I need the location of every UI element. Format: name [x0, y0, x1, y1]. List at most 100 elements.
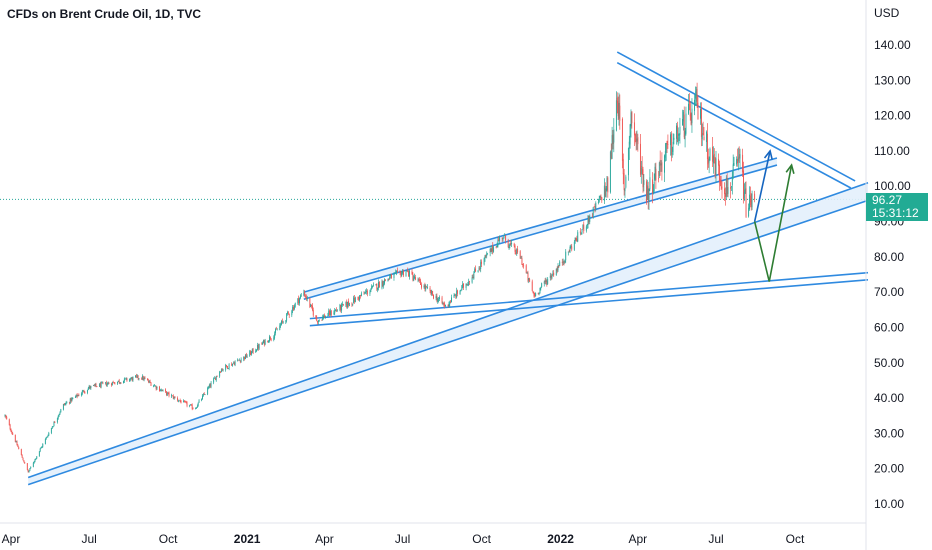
candle [360, 291, 362, 297]
candle [421, 282, 422, 290]
candle [38, 451, 40, 457]
candle [124, 378, 126, 380]
candle [549, 272, 551, 281]
candle [570, 244, 572, 249]
candle [177, 399, 179, 403]
candle [123, 377, 125, 383]
candle [185, 400, 187, 404]
candle [449, 300, 451, 307]
candle [623, 168, 625, 196]
candle [599, 195, 601, 201]
candle [407, 267, 409, 273]
candle [387, 278, 389, 282]
candle [14, 434, 16, 443]
candle [220, 368, 222, 373]
candle [226, 365, 228, 370]
candle [23, 459, 25, 463]
candle [233, 361, 235, 366]
candle [743, 183, 745, 202]
candle [579, 228, 581, 236]
candle [427, 284, 428, 290]
channel-line[interactable] [303, 164, 778, 300]
candle [402, 268, 404, 275]
candle [702, 121, 704, 136]
candle [10, 428, 12, 433]
time-tick-label: Jul [395, 532, 410, 546]
candle [76, 393, 78, 399]
candle [273, 335, 275, 342]
candle [262, 341, 264, 346]
candle [667, 134, 669, 149]
candle [558, 264, 560, 268]
candle [84, 391, 86, 394]
candle [748, 203, 750, 218]
candle [534, 292, 536, 298]
trend-line[interactable] [616, 61, 852, 189]
candle [33, 460, 35, 464]
blue-projection-arrow[interactable] [753, 150, 771, 222]
candle [47, 434, 49, 438]
candle [720, 175, 722, 190]
candle [252, 347, 254, 355]
candle [311, 304, 312, 309]
candle [263, 339, 264, 344]
candle [309, 297, 311, 309]
candle [594, 203, 596, 213]
candle [94, 383, 96, 387]
candle [571, 243, 573, 252]
candle [568, 249, 570, 253]
candle [329, 308, 331, 317]
candle [60, 408, 62, 413]
candle [708, 156, 710, 174]
price-tick-label: 60.00 [874, 320, 904, 334]
candle [129, 377, 131, 382]
candle [664, 142, 666, 162]
candle [432, 291, 434, 296]
candle [694, 86, 696, 107]
candle [209, 383, 211, 388]
candle [528, 277, 530, 284]
candle [173, 396, 175, 400]
candle [72, 397, 74, 400]
candle [237, 358, 239, 362]
candle [41, 446, 43, 449]
candle [652, 172, 653, 204]
candle [329, 309, 331, 317]
candle [564, 259, 566, 264]
candle [137, 375, 139, 381]
trend-line[interactable] [309, 278, 869, 327]
candle [171, 395, 173, 397]
green-projection-arrow[interactable] [753, 164, 793, 282]
candle [477, 270, 479, 273]
candle [244, 354, 246, 360]
candle [378, 281, 380, 288]
trend-line[interactable] [616, 51, 856, 182]
candle [56, 417, 58, 424]
candle [436, 293, 438, 303]
candle [339, 303, 341, 312]
candle [567, 251, 569, 256]
candle [87, 387, 89, 391]
candle [213, 377, 215, 385]
time-axis: Apr Jul Oct 2021 Apr Jul Oct 2022 Apr Jul Oct [2, 532, 805, 546]
candle [683, 106, 685, 140]
channel-line[interactable] [27, 199, 869, 486]
channel-line[interactable] [303, 157, 778, 293]
trend-line[interactable] [309, 271, 869, 320]
candle [550, 273, 552, 281]
candle [36, 456, 38, 460]
channel-line[interactable] [27, 181, 869, 479]
candle [203, 392, 205, 395]
candle [609, 150, 611, 194]
candle [456, 287, 458, 299]
candle [24, 461, 26, 464]
candle [238, 358, 240, 361]
candle [232, 363, 233, 367]
candle [541, 282, 543, 288]
candle [100, 381, 102, 389]
candle [159, 388, 161, 392]
candle [573, 240, 575, 251]
candle [405, 270, 407, 277]
candle [353, 295, 355, 304]
